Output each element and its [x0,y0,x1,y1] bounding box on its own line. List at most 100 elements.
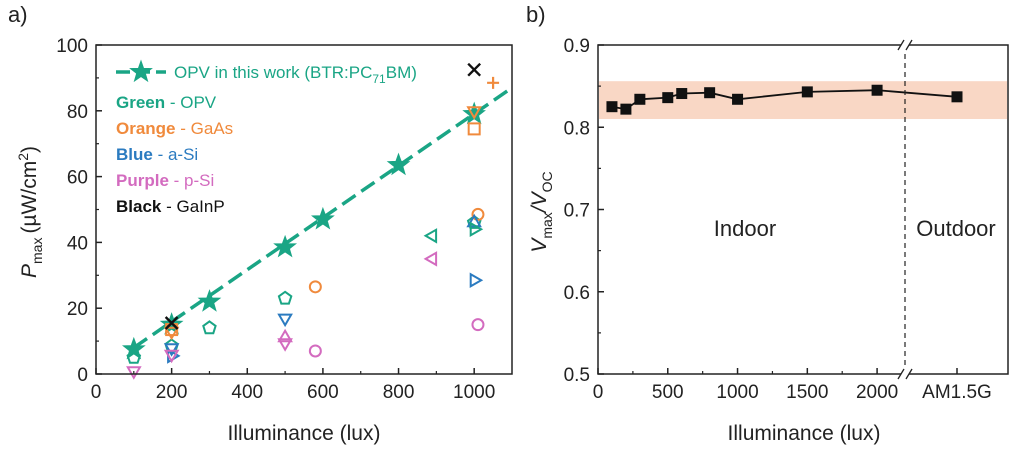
vmax-voc-line [611,89,958,111]
green-triangle-right-point-shape [469,221,484,238]
b-x-tick-label-am15g: AM1.5G [922,382,992,403]
purple-triangle-down-point-shape [277,338,293,352]
panel-a-x-axis-label: Illuminance (lux) [228,422,381,445]
vmax-voc-point-shape [801,86,813,98]
orange-triangle-down-point-shape [466,106,482,120]
green-pentagon-point [202,320,217,335]
green-star-point-shape [273,234,298,258]
vmax-voc-point [704,87,716,99]
y-label-sep: /V [528,190,551,214]
a-y-tick-label: 80 [67,102,88,123]
black-cross-point-shape [164,316,179,330]
green-pentagon-point [277,290,293,305]
legend-fit-label: OPV in this work (BTR:PC71BM) [174,63,417,86]
blue-triangle-right-point [469,272,484,289]
purple-circle-point-shape [308,344,322,358]
b-y-tick-label: 0.8 [564,118,590,139]
orange-circle-point [471,207,485,221]
y-label-voc-sub: OC [539,171,555,192]
b-x-tick-label: 2000 [856,382,898,403]
vmax-voc-point-shape [704,87,716,99]
b-y-tick-label: 0.9 [564,36,590,57]
green-star-point [122,336,146,360]
legend-entry-black: Black - GaInP [116,197,225,216]
vmax-voc-point [634,93,646,105]
b-y-tick-label: 0.6 [564,283,590,304]
axis-break-slash [897,39,905,51]
panel-a-legend: OPV in this work (BTR:PC71BM) Green - OPV… [116,59,417,216]
vmax-voc-point-shape [620,103,632,115]
y-label-unit-sup: 2 [15,153,31,161]
purple-triangle-left-point [423,251,438,267]
green-star-point-shape [311,206,335,230]
green-pentagon-point [126,349,142,364]
axis-break-gap [901,368,909,380]
a-x-tick-label: 800 [383,382,415,403]
purple-triangle-down-point-shape [126,366,142,380]
b-x-tick-label: 1000 [716,382,758,403]
purple-triangle-up-point-shape [277,328,293,343]
vmax-voc-point-shape [732,93,744,105]
b-x-tick-label: 0 [593,382,604,403]
black-cross-point [467,62,482,77]
purple-circle-point [308,344,322,358]
vmax-voc-point [732,93,744,105]
a-y-tick-label: 0 [77,365,88,386]
opv-fit-dashed-line [132,86,513,350]
opv-fit-line [132,86,513,350]
a-y-tick-label: 20 [67,299,88,320]
legend-star-marker-shape [129,59,153,83]
orange-triangle-down-point [466,106,482,120]
black-cross-point-shape [467,62,482,77]
a-y-tick-label: 100 [56,36,88,57]
a-y-tick-label: 60 [67,168,88,189]
vmax-voc-point-shape [871,84,883,96]
purple-triangle-down-point [277,338,293,352]
y-label-unit-post: ) [18,146,41,153]
a-x-tick-label: 400 [231,382,263,403]
b-x-tick-label: 500 [652,382,684,403]
panel-a-label: a) [8,2,28,27]
green-pentagon-point-shape [277,290,293,305]
y-label-vmax: V [528,237,551,253]
green-star-point-shape [197,289,222,312]
legend-entry-purple: Purple - p-Si [116,171,214,190]
y-label-unit-pre: (µW/cm [18,161,41,234]
purple-triangle-down-point [126,366,142,380]
vmax-voc-point [662,92,674,104]
green-star-point [197,289,222,312]
axis-break-gap [901,39,909,51]
blue-triangle-down-point-shape [277,313,293,328]
axis-break-slash [897,368,905,380]
outdoor-label: Outdoor [916,216,996,241]
vmax-voc-point [620,103,632,115]
legend-entry-blue: Blue - a-Si [116,145,198,164]
green-pentagon-point-shape [202,320,217,335]
green-star-point [386,152,411,176]
green-triangle-left-point [423,228,438,244]
vmax-voc-point [951,91,963,103]
orange-triangle-down-point-shape [163,326,180,341]
blue-triangle-right-point-shape [469,272,484,289]
vmax-voc-point-shape [951,91,963,103]
green-star-point [273,234,298,258]
orange-square-point-shape [467,122,481,136]
panel-b-label: b) [526,2,546,27]
y-label-vmax-sub: max [539,212,555,238]
purple-triangle-down-point-shape [163,349,180,364]
a-y-tick-label: 40 [67,233,88,254]
axis-break-slash [905,39,913,51]
y-label-p: P [18,264,41,278]
orange-circle-point [308,280,322,294]
a-x-tick-label: 600 [307,382,339,403]
green-triangle-left-point-shape [423,228,438,244]
orange-triangle-down-point [163,326,180,341]
blue-triangle-down-point [277,313,293,328]
b-x-tick-label: 1500 [786,382,828,403]
vmax-voc-point [676,88,688,100]
a-x-tick-label: 1000 [453,382,495,403]
a-x-tick-label: 0 [91,382,102,403]
vmax-voc-point-shape [676,88,688,100]
axis-break-slash [905,368,913,380]
orange-circle-point-shape [308,280,322,294]
